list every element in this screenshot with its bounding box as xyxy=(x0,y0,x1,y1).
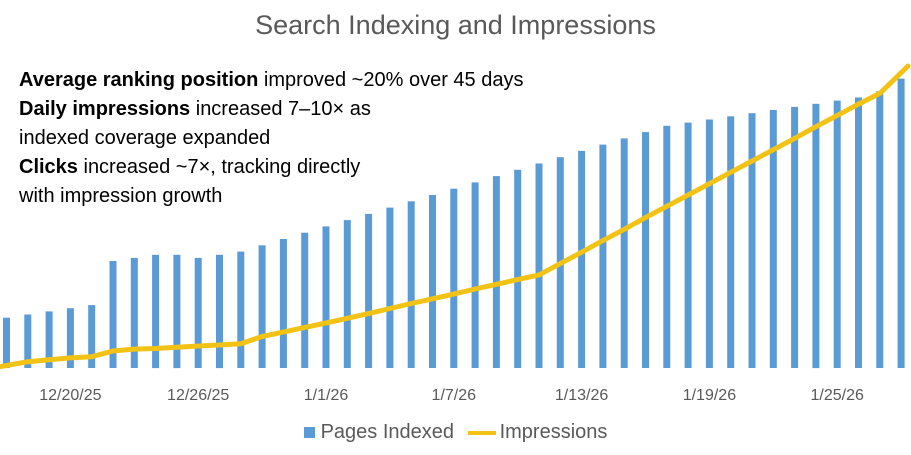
bar-pages-indexed xyxy=(386,207,394,368)
bar-pages-indexed xyxy=(578,150,586,368)
bar-pages-indexed xyxy=(471,182,479,368)
bar-pages-indexed xyxy=(812,103,820,369)
bar-pages-indexed xyxy=(343,220,351,368)
bars-group xyxy=(3,78,905,369)
bar-pages-indexed xyxy=(152,254,160,369)
bar-pages-indexed xyxy=(365,213,373,368)
bar-pages-indexed xyxy=(45,311,53,368)
bar-pages-indexed xyxy=(897,78,905,368)
bar-pages-indexed xyxy=(24,314,32,368)
bar-pages-indexed xyxy=(216,254,223,369)
bar-pages-indexed xyxy=(429,195,436,368)
bar-pages-indexed xyxy=(301,232,309,368)
legend: Pages Indexed Impressions xyxy=(0,421,911,444)
bar-pages-indexed xyxy=(322,226,330,368)
bar-pages-indexed xyxy=(599,144,607,368)
legend-item-impressions: Impressions xyxy=(467,421,607,444)
bar-pages-indexed xyxy=(684,122,692,368)
chart-title: Search Indexing and Impressions xyxy=(255,10,656,40)
x-tick-label: 12/26/25 xyxy=(167,387,229,404)
legend-swatch-bar xyxy=(303,427,315,439)
bar-pages-indexed xyxy=(514,169,522,368)
bar-pages-indexed xyxy=(748,113,756,368)
bar-pages-indexed xyxy=(492,176,500,368)
x-axis-ticks: 12/20/25 12/26/25 1/1/26 1/7/26 1/13/26 1/19/… xyxy=(39,387,864,404)
bar-pages-indexed xyxy=(642,132,649,368)
bar-pages-indexed xyxy=(407,201,415,368)
legend-item-pages-indexed: Pages Indexed xyxy=(303,421,454,444)
x-tick-label: 12/20/25 xyxy=(39,387,101,404)
bar-pages-indexed xyxy=(173,254,181,369)
bar-pages-indexed xyxy=(130,257,138,368)
bar-pages-indexed xyxy=(620,138,628,368)
bar-pages-indexed xyxy=(663,125,671,368)
bar-pages-indexed xyxy=(727,116,735,368)
bar-pages-indexed xyxy=(833,100,841,368)
x-tick-label: 1/7/26 xyxy=(432,387,477,404)
bar-pages-indexed xyxy=(769,110,777,368)
annotation-block: Average ranking position improved ~20% o… xyxy=(19,66,523,211)
annotation-line-3: indexed coverage expanded xyxy=(19,127,271,149)
x-tick-label: 1/19/26 xyxy=(683,387,736,404)
legend-swatch-line xyxy=(467,430,496,435)
bar-pages-indexed xyxy=(705,119,713,368)
bar-pages-indexed xyxy=(855,97,862,368)
bar-pages-indexed xyxy=(3,317,10,368)
x-tick-label: 1/25/26 xyxy=(811,387,864,404)
x-tick-label: 1/13/26 xyxy=(555,387,608,404)
x-tick-label: 1/1/26 xyxy=(304,387,349,404)
bar-pages-indexed xyxy=(194,257,202,368)
annotation-line-4: Clicks increased ~7×, tracking directly xyxy=(19,156,361,178)
bar-pages-indexed xyxy=(66,308,74,368)
bar-pages-indexed xyxy=(535,163,543,368)
bar-pages-indexed xyxy=(450,188,458,368)
annotation-line-2: Daily impressions increased 7–10× as xyxy=(19,98,371,120)
bar-pages-indexed xyxy=(237,251,245,368)
bar-pages-indexed xyxy=(876,91,884,368)
bar-pages-indexed xyxy=(88,305,96,368)
bar-pages-indexed xyxy=(109,261,117,368)
bar-pages-indexed xyxy=(258,245,266,368)
annotation-line-5: with impression growth xyxy=(19,185,223,207)
impressions-line xyxy=(0,63,911,370)
annotation-line-1: Average ranking position improved ~20% o… xyxy=(19,69,524,91)
bar-pages-indexed xyxy=(279,239,287,368)
bar-pages-indexed xyxy=(791,106,799,369)
